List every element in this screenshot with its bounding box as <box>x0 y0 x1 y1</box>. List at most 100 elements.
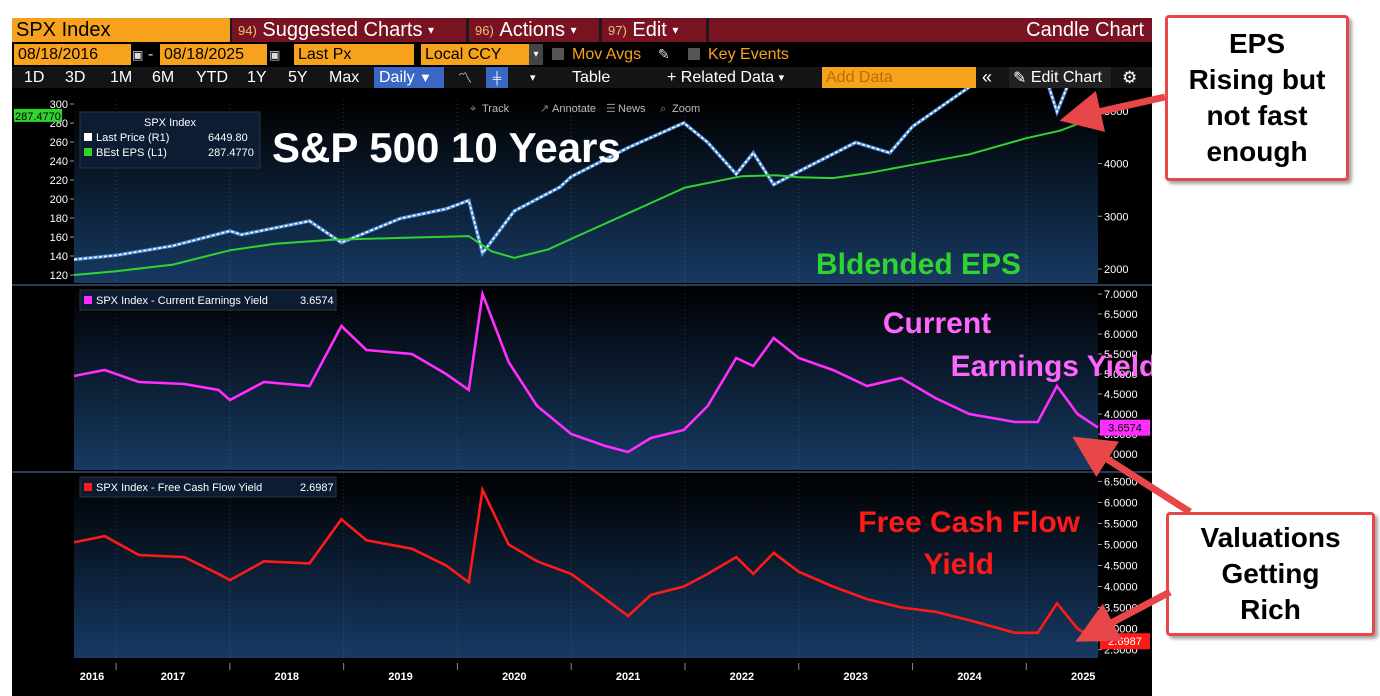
zoom-icon: ⌕ <box>660 103 666 115</box>
actions-number: 96) <box>475 22 494 38</box>
legend-box <box>79 111 261 169</box>
fcf-legend-swatch <box>84 483 92 491</box>
bottom-annotation-line2: Yield <box>923 548 994 581</box>
eps-current-badge <box>14 108 62 122</box>
eps-annotation: Bldended EPS <box>816 248 1021 281</box>
date-to-input[interactable]: 08/18/2025 <box>160 44 267 65</box>
year-label: 2019 <box>388 671 412 683</box>
right-tick-label: 4000 <box>1104 159 1128 171</box>
table-button[interactable]: Table <box>572 68 611 86</box>
right-tick-label: 6.0000 <box>1104 497 1138 509</box>
period-1d[interactable]: 1D <box>24 68 45 86</box>
chart-title-annotation: S&P 500 10 Years <box>272 124 621 171</box>
right-tick-label: 7.0000 <box>1104 289 1138 301</box>
callout-valuations: Valuations Getting Rich <box>1166 512 1375 636</box>
suggested-charts-button[interactable]: 94) Suggested Charts ▾ <box>232 18 466 42</box>
related-data-label: Related Data <box>680 68 775 86</box>
mov-avgs-checkbox[interactable] <box>552 48 564 60</box>
bottom-line <box>73 485 1099 643</box>
calendar-icon[interactable]: ▣ <box>132 47 144 62</box>
period-1m[interactable]: 1M <box>110 68 133 86</box>
ey-legend-box <box>79 289 337 311</box>
middle-current-badge <box>1100 419 1150 436</box>
price-line <box>73 88 1068 261</box>
eps-current-value: 287.4770 <box>15 111 61 123</box>
date-controls: 08/18/2016 ▣ - 08/18/2025 ▣ Last Px Loca… <box>12 44 1152 65</box>
right-tick-label: 6.0000 <box>1104 329 1138 341</box>
mov-avgs-label[interactable]: Mov Avgs <box>572 45 642 63</box>
pencil-icon[interactable]: ✎ <box>658 46 670 62</box>
edit-chart-button[interactable]: ✎ Edit Chart <box>1009 67 1111 88</box>
related-data-button[interactable]: + Related Data ▾ <box>667 67 807 88</box>
callout-eps-line: Rising but <box>1188 64 1326 95</box>
ey-legend-label: SPX Index - Current Earnings Yield <box>96 295 268 307</box>
edit-chart-label: Edit Chart <box>1030 68 1102 86</box>
left-tick-label: 160 <box>50 232 68 244</box>
calendar-icon[interactable]: ▣ <box>269 47 281 62</box>
right-tick-label: 6.5000 <box>1104 476 1138 488</box>
panel-divider <box>12 284 1152 286</box>
right-tick-label: 4.0000 <box>1104 409 1138 421</box>
left-tick-label: 240 <box>50 156 68 168</box>
left-tick-label: 140 <box>50 251 68 263</box>
add-data-input[interactable]: Add Data <box>822 67 976 88</box>
field-select[interactable]: Last Px <box>294 44 414 65</box>
year-label: 2025 <box>1071 671 1095 683</box>
period-max[interactable]: Max <box>329 68 360 86</box>
key-events-label[interactable]: Key Events <box>708 45 789 63</box>
chevron-down-icon[interactable]: ▾ <box>529 44 543 65</box>
period-ytd[interactable]: YTD <box>196 68 228 86</box>
right-tick-label: 4.0000 <box>1104 582 1138 594</box>
date-separator: - <box>148 45 154 63</box>
year-label: 2017 <box>161 671 185 683</box>
middle-current-value: 3.6574 <box>1108 423 1142 435</box>
period-1y[interactable]: 1Y <box>247 68 267 86</box>
currency-select[interactable]: Local CCY <box>421 44 529 65</box>
ticker-label: SPX Index <box>16 18 111 41</box>
zoom-label: Zoom <box>672 103 700 115</box>
chart-type-bar[interactable]: Candle Chart <box>709 18 1152 42</box>
period-3d[interactable]: 3D <box>65 68 86 86</box>
right-tick-label: 5.0000 <box>1104 539 1138 551</box>
legend-label: Last Price (R1) <box>96 132 169 144</box>
key-events-checkbox[interactable] <box>688 48 700 60</box>
left-tick-label: 200 <box>50 194 68 206</box>
candle-chart-icon[interactable]: ╪ <box>486 67 508 88</box>
line-chart-icon[interactable]: 〽 <box>458 69 472 86</box>
annotate-icon: ↗ <box>540 103 549 115</box>
date-to-value: 08/18/2025 <box>164 45 245 63</box>
chevron-down-icon: ▾ <box>672 23 679 37</box>
period-6m[interactable]: 6M <box>152 68 175 86</box>
edit-button[interactable]: 97) Edit ▾ <box>602 18 706 42</box>
year-label: 2024 <box>957 671 982 683</box>
chevron-down-icon: ▾ <box>428 23 435 37</box>
ticker-box[interactable]: SPX Index <box>12 18 230 42</box>
right-tick-label: 4.5000 <box>1104 389 1138 401</box>
ey-legend-swatch <box>84 296 92 304</box>
right-tick-label: 6.5000 <box>1104 309 1138 321</box>
fcf-legend-value: 2.6987 <box>300 482 334 494</box>
frequency-select[interactable]: Daily ▼ <box>374 67 444 88</box>
legend-label: BEst EPS (L1) <box>96 147 167 159</box>
chevron-down-icon[interactable]: ▾ <box>530 72 536 84</box>
suggested-number: 94) <box>238 22 257 38</box>
right-tick-label: 2000 <box>1104 264 1128 276</box>
callout-eps-line: enough <box>1206 136 1308 167</box>
ey-legend-value: 3.6574 <box>300 295 334 307</box>
date-from-input[interactable]: 08/18/2016 <box>14 44 131 65</box>
collapse-icon[interactable]: « <box>982 67 993 87</box>
legend-value: 287.4770 <box>208 147 254 159</box>
callout-eps-line: EPS <box>1228 28 1286 59</box>
gear-icon[interactable]: ⚙ <box>1122 67 1138 87</box>
chevron-down-icon: ▼ <box>419 70 432 85</box>
left-tick-label: 260 <box>50 137 68 149</box>
track-label: Track <box>482 103 510 115</box>
panel-bottom-bg <box>74 473 1098 658</box>
callout-val-line: Valuations <box>1200 522 1341 553</box>
right-tick-label: 5.0000 <box>1104 369 1138 381</box>
actions-button[interactable]: 96) Actions ▾ <box>469 18 599 42</box>
suggested-label: Suggested Charts <box>262 18 423 41</box>
header-bar: SPX Index 94) Suggested Charts ▾ 96) Act… <box>12 18 1152 42</box>
period-5y[interactable]: 5Y <box>288 68 308 86</box>
chevron-down-icon: ▾ <box>778 72 785 84</box>
